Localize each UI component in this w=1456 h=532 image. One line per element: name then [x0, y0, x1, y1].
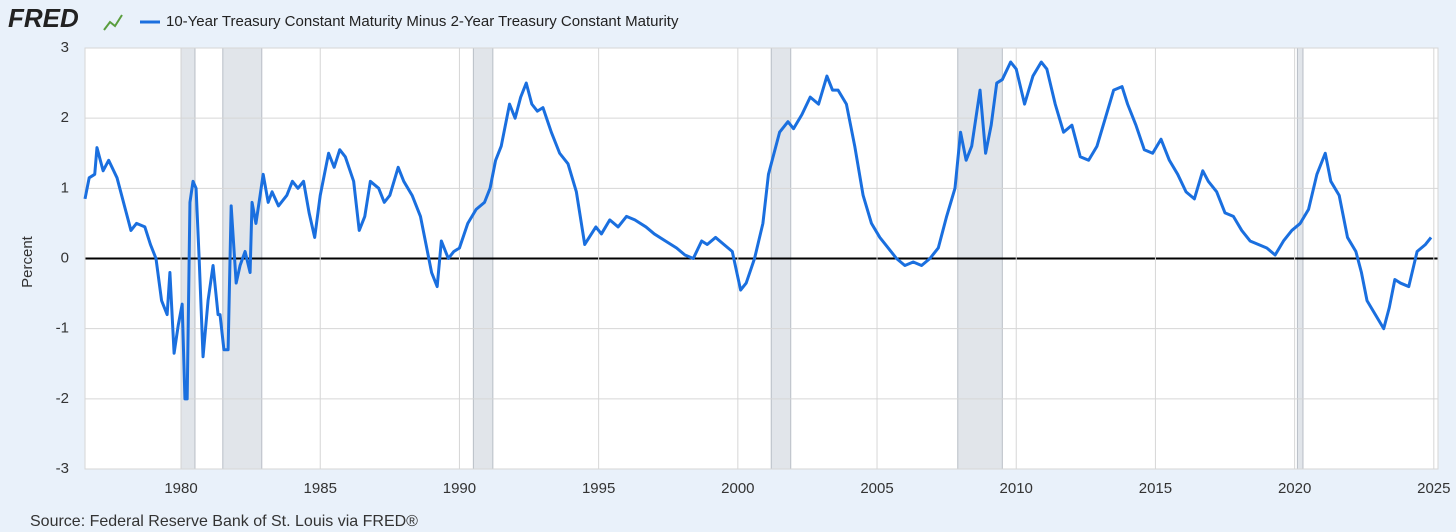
x-tick-label: 2020	[1278, 480, 1311, 497]
logo-icon	[103, 14, 123, 31]
y-tick-label: 2	[61, 109, 69, 126]
y-tick-label: -1	[56, 320, 69, 337]
x-tick-label: 2025	[1417, 480, 1450, 497]
plot-border	[84, 47, 1439, 470]
y-tick-label: 0	[61, 249, 69, 266]
y-axis-label: Percent	[19, 235, 36, 288]
y-tick-label: -3	[56, 460, 69, 477]
legend-label: 10-Year Treasury Constant Maturity Minus…	[166, 13, 679, 30]
x-tick-label: 1985	[304, 480, 337, 497]
x-tick-label: 2000	[721, 480, 754, 497]
x-tick-label: 1990	[443, 480, 476, 497]
y-tick-label: -2	[56, 390, 69, 407]
y-tick-label: 1	[61, 179, 69, 196]
x-tick-label: 2005	[860, 480, 893, 497]
y-tick-label: 3	[61, 39, 69, 56]
brand-logo: FRED	[8, 3, 79, 33]
x-tick-label: 1995	[582, 480, 615, 497]
x-tick-label: 1980	[164, 480, 197, 497]
x-tick-label: 2015	[1139, 480, 1172, 497]
data-line	[83, 60, 1433, 401]
x-tick-label: 2010	[1000, 480, 1033, 497]
source-note: Source: Federal Reserve Bank of St. Loui…	[30, 513, 418, 530]
